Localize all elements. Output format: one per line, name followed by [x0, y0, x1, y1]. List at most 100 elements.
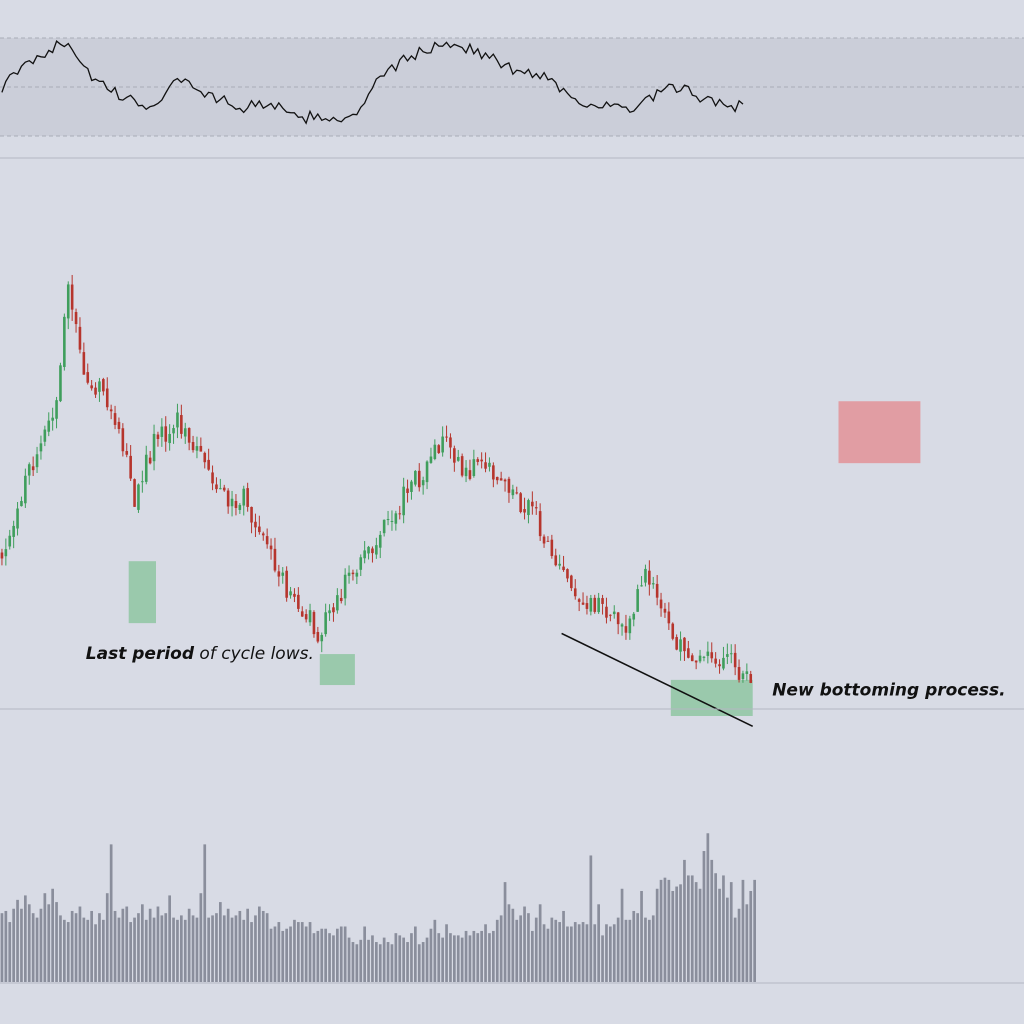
candle-body — [359, 557, 363, 570]
candle-body — [164, 426, 168, 442]
candle — [144, 445, 148, 485]
candle-body — [304, 614, 308, 620]
volume-bar — [577, 924, 581, 982]
volume-bar — [698, 888, 702, 982]
volume-bar — [246, 908, 249, 982]
candle-body — [390, 520, 394, 522]
volume-bar — [433, 919, 437, 982]
candle — [222, 484, 226, 492]
candles-layer — [0, 274, 753, 684]
candle-body — [702, 656, 706, 658]
candle-body — [285, 570, 288, 598]
candle — [679, 631, 682, 661]
candle-body — [581, 602, 585, 605]
volume-bar — [70, 910, 74, 982]
candle — [620, 622, 624, 636]
volume-bar — [300, 922, 304, 982]
volume-bar — [55, 902, 58, 982]
volume-bar — [222, 915, 226, 982]
volume-bar — [484, 924, 487, 982]
volume-bar — [437, 933, 441, 982]
volume-bar — [441, 937, 444, 982]
candle — [324, 603, 327, 637]
volume-bar — [386, 942, 390, 982]
candle-body — [398, 513, 402, 515]
candle-body — [250, 506, 253, 523]
candle — [589, 594, 593, 616]
candle — [133, 478, 136, 507]
oscillator-panel — [0, 37, 1024, 137]
candle — [74, 308, 78, 333]
volume-bar — [121, 908, 125, 982]
volume-bar — [655, 888, 659, 982]
volume-bar — [632, 910, 636, 982]
volume-bar — [488, 933, 491, 982]
candle — [343, 568, 347, 606]
candle-body — [355, 572, 359, 577]
candle-body — [531, 501, 534, 507]
candle-body — [577, 599, 581, 602]
candle-body — [121, 428, 125, 452]
volume-bar — [176, 919, 179, 982]
volume-bar — [8, 922, 12, 982]
volume-bar — [519, 915, 522, 982]
candle — [63, 313, 66, 371]
volume-bar — [27, 904, 31, 982]
candle — [429, 447, 433, 464]
green-zone-0 — [128, 561, 156, 624]
candle — [386, 510, 390, 526]
candle-body — [449, 437, 452, 448]
candle-body — [655, 583, 659, 598]
candle — [542, 534, 546, 548]
candle-body — [242, 488, 246, 506]
candle — [98, 377, 101, 402]
candle-body — [289, 591, 292, 596]
volume-bar — [359, 939, 363, 982]
volume-bar — [753, 879, 756, 982]
volume-bar — [675, 886, 678, 982]
volume-bar — [367, 939, 370, 982]
volume-bar — [464, 930, 468, 982]
volume-bar — [472, 930, 476, 982]
candle-body — [324, 612, 327, 635]
candle — [187, 427, 191, 451]
volume-bar — [382, 937, 386, 982]
volume-bar — [137, 913, 140, 982]
volume-bar — [554, 919, 558, 982]
volume-bar — [453, 935, 456, 982]
volume-bar — [191, 915, 195, 982]
candle-body — [511, 489, 515, 496]
candle — [285, 566, 288, 602]
candle-body — [523, 509, 526, 513]
volume-bar — [644, 917, 647, 982]
candle-body — [55, 400, 58, 419]
candle-body — [230, 498, 234, 507]
volume-bar — [277, 922, 281, 982]
volume-bar — [289, 926, 292, 982]
candle-body — [269, 545, 273, 550]
volume-bar — [460, 937, 464, 982]
candle — [515, 486, 519, 495]
volume-bar — [624, 919, 628, 982]
candle-body — [172, 428, 175, 434]
candle-body — [148, 457, 152, 464]
volume-bar — [706, 833, 710, 982]
volume-bar — [355, 944, 359, 982]
candle-body — [254, 521, 257, 528]
candle-body — [406, 488, 409, 493]
candle-body — [98, 381, 101, 392]
volume-bar — [66, 922, 70, 982]
candle — [265, 528, 269, 549]
candle-body — [328, 610, 331, 614]
candle-body — [320, 634, 324, 642]
candle-body — [554, 555, 558, 566]
candle — [421, 476, 425, 495]
volume-bar — [640, 890, 643, 982]
volume-bar — [187, 908, 191, 982]
volume-bar — [144, 919, 148, 982]
candle-body — [414, 470, 417, 485]
candle-body — [199, 445, 203, 452]
candle-body — [741, 673, 745, 680]
candle-body — [102, 379, 105, 392]
candle — [476, 457, 480, 466]
